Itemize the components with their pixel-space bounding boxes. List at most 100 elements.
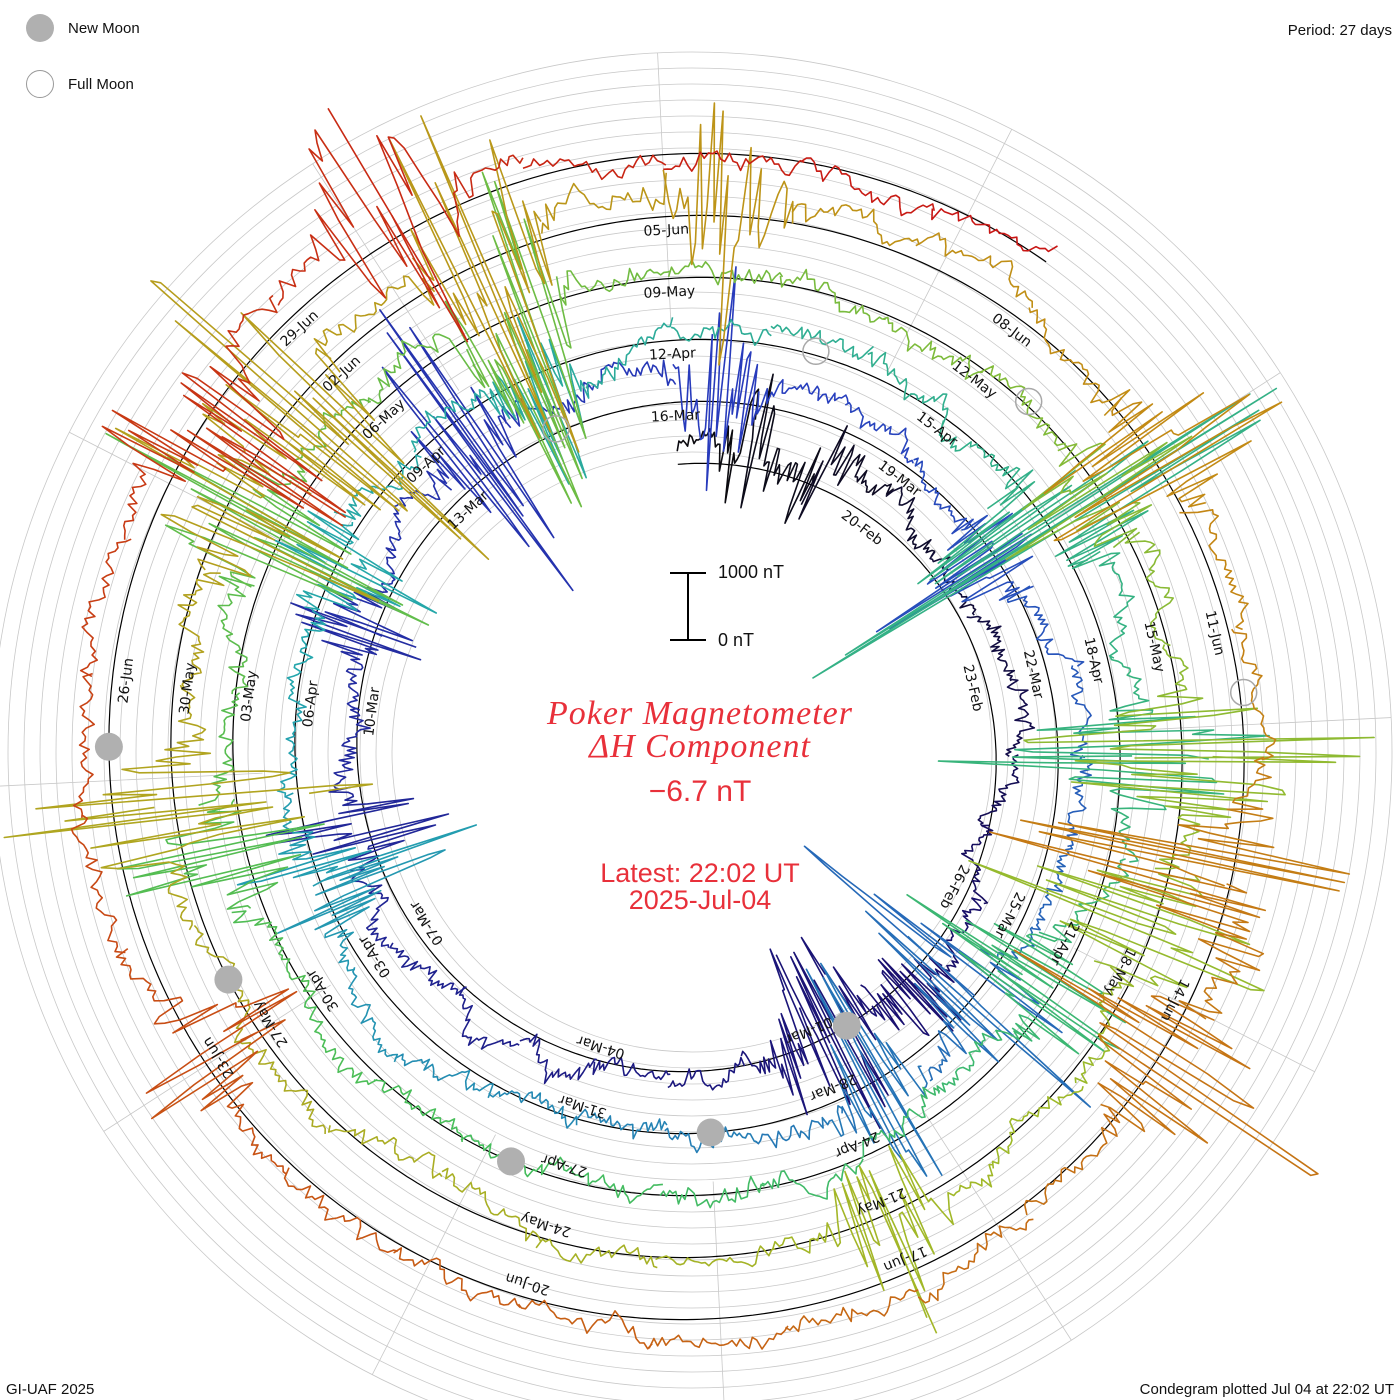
trace-segment [662,102,794,366]
trace-segment [541,172,667,234]
trace-segment [913,457,974,535]
trace-segment [562,1162,663,1204]
trace-segment [791,203,920,247]
trace-segment [1013,949,1319,1177]
trace-segment [867,351,949,425]
trace-segment [522,154,667,181]
trace-segment [676,388,760,504]
grid-ring [375,435,1009,1069]
date-label: 04-Mar [575,1032,627,1062]
trace-segment [868,1145,994,1318]
scale-bottom-label: 0 nT [718,630,755,650]
date-label: 24-May [519,1209,573,1240]
trace-segment [667,258,784,286]
trace-segment [290,602,422,711]
trace-segment [1043,392,1283,542]
new-moon-marker [832,1011,861,1040]
grid-ring [87,147,1297,1357]
trace-segment [458,986,520,1050]
trace-segment [586,359,677,392]
trace-segment [805,962,943,1177]
trace-segment [1028,307,1131,417]
trace-segment [332,707,372,791]
grid-ring [359,419,1025,1085]
trace-segment [350,868,390,948]
trace-segment [276,700,307,797]
date-label: 13-Mar [445,488,492,533]
trace-segment [812,387,1278,679]
grid-spoke [1121,717,1392,732]
trace-segment [488,1090,578,1129]
trace-segment [238,1040,327,1135]
new-moon-marker [214,965,243,994]
trace-segment [798,425,895,520]
trace-segment [931,208,1058,253]
new-moon-marker [497,1147,525,1176]
trace-segment [1019,756,1351,892]
trace-segment [348,967,399,1063]
full-moon-marker [802,337,830,366]
trace-segment [217,575,255,695]
full-moon-marker [542,415,570,443]
trace-segment [575,1108,668,1140]
trace-segment [943,897,982,972]
trace-segment [367,333,486,405]
full-moon-icon [26,70,54,98]
date-label: 20-Feb [838,507,886,549]
grid-ring [23,83,1361,1400]
trace-segment [3,801,306,931]
trace-segment [535,1238,658,1269]
scale-top-label: 1000 nT [718,562,785,582]
trace-segment [327,107,524,343]
grid-ring [231,291,1153,1213]
trace-segment [177,572,225,689]
grid-ring [55,115,1329,1389]
trace-segment [667,1056,746,1091]
date-label: 15-Apr [913,409,960,450]
trace-segment [79,538,132,678]
trace-segment [659,1175,765,1209]
trace-segment [389,470,453,552]
grid-ring [7,67,1377,1400]
trace-segment [585,317,674,389]
trace-segment [979,365,1067,448]
baseline-spiral [108,152,1245,1321]
trace-segment [101,409,347,540]
chart-title: Poker Magnetometer [547,695,853,732]
trace-segment [1231,628,1277,761]
trace-segment [72,672,95,818]
latest-date: 2025-Jul-04 [628,885,772,915]
grid-spoke [312,163,460,391]
trace-segment [917,1218,1034,1304]
trace-segment [1005,678,1036,757]
trace-layer [3,102,1375,1350]
trace-segment [35,684,374,810]
trace-segment [1023,644,1375,759]
grid-spoke [103,984,331,1132]
date-label: 06-May [360,396,409,443]
date-label: 03-Apr [355,932,394,980]
trace-segment [115,948,298,1094]
grid-ring [71,131,1313,1373]
date-label: 09-May [643,283,696,302]
trace-segment [286,607,327,704]
date-label: 06-Apr [300,680,322,729]
moon-marker-layer [94,337,1258,1176]
trace-segment [655,1245,776,1268]
latest-time: Latest: 22:02 UT [600,858,800,888]
trace-segment [770,324,875,361]
trace-segment [444,171,587,508]
trace-segment [180,294,347,514]
trace-segment [105,432,430,626]
date-label: 01-Mar [783,1013,835,1047]
trace-segment [389,942,467,995]
trace-segment [885,486,936,558]
trace-segment [1023,1107,1121,1216]
trace-segment [801,157,935,217]
trace-segment [1005,435,1193,561]
grid-spoke [657,52,672,323]
trace-segment [860,1086,941,1160]
date-label: 12-Apr [649,345,697,363]
trace-segment [989,831,1266,1020]
trace-segment [277,129,441,309]
